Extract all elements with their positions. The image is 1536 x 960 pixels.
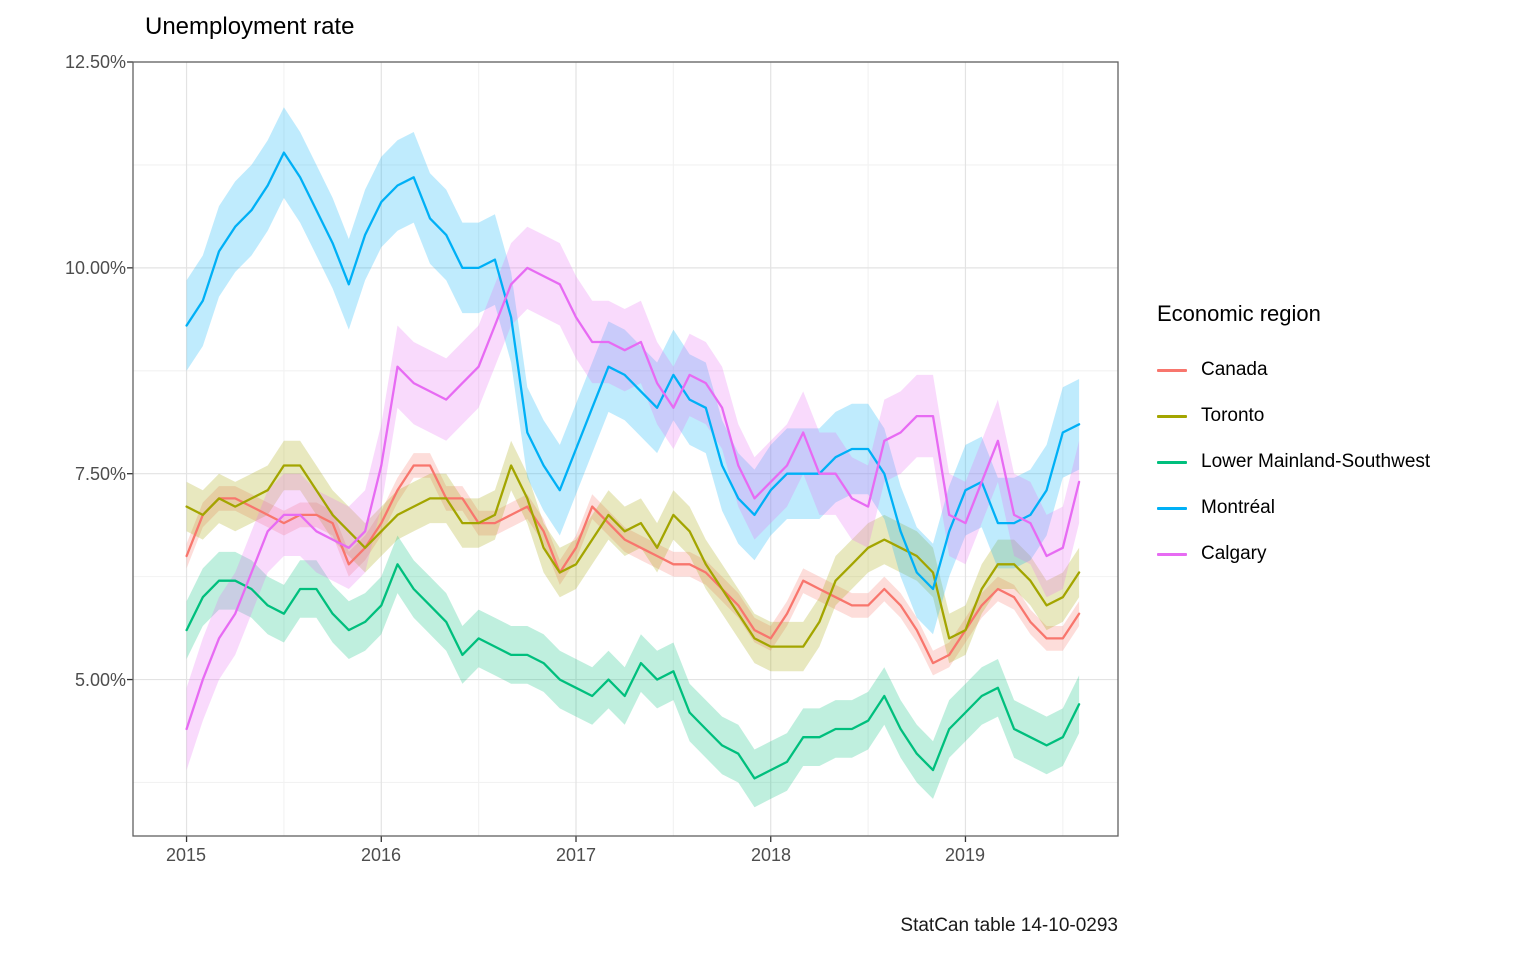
legend-key-line — [1157, 460, 1187, 464]
legend-key-line — [1157, 368, 1187, 372]
legend-item-label: Lower Mainland-Southwest — [1201, 451, 1431, 472]
legend-item-montreal: Montréal — [1157, 485, 1430, 531]
legend-item-label: Canada — [1201, 359, 1268, 380]
legend-item-toronto: Toronto — [1157, 393, 1430, 439]
legend-key-line — [1157, 552, 1187, 556]
legend-item-label: Montréal — [1201, 497, 1275, 518]
x-tick-label: 2018 — [750, 845, 792, 865]
legend-item-label: Calgary — [1201, 543, 1267, 564]
x-tick-label: 2015 — [165, 845, 207, 865]
legend-item-label: Toronto — [1201, 405, 1265, 426]
legend-key-line — [1157, 414, 1187, 418]
legend-item-canada: Canada — [1157, 347, 1430, 393]
legend-title: Economic region — [1157, 301, 1321, 326]
legend-item-calgary: Calgary — [1157, 531, 1430, 577]
x-tick-label: 2016 — [360, 845, 402, 865]
y-tick-label: 7.50% — [74, 464, 126, 484]
y-tick-label: 10.00% — [64, 258, 126, 278]
x-tick-label: 2019 — [944, 845, 986, 865]
x-tick-label: 2017 — [555, 845, 597, 865]
caption: StatCan table 14-10-0293 — [900, 915, 1118, 936]
legend-key-line — [1157, 506, 1187, 510]
y-tick-label: 5.00% — [74, 670, 126, 690]
legend-item-lower-mainland-southwest: Lower Mainland-Southwest — [1157, 439, 1430, 485]
page-title: Unemployment rate — [145, 13, 355, 40]
y-tick-label: 12.50% — [64, 52, 126, 72]
legend: Economic region Canada Toronto Lower Mai… — [1157, 301, 1430, 577]
